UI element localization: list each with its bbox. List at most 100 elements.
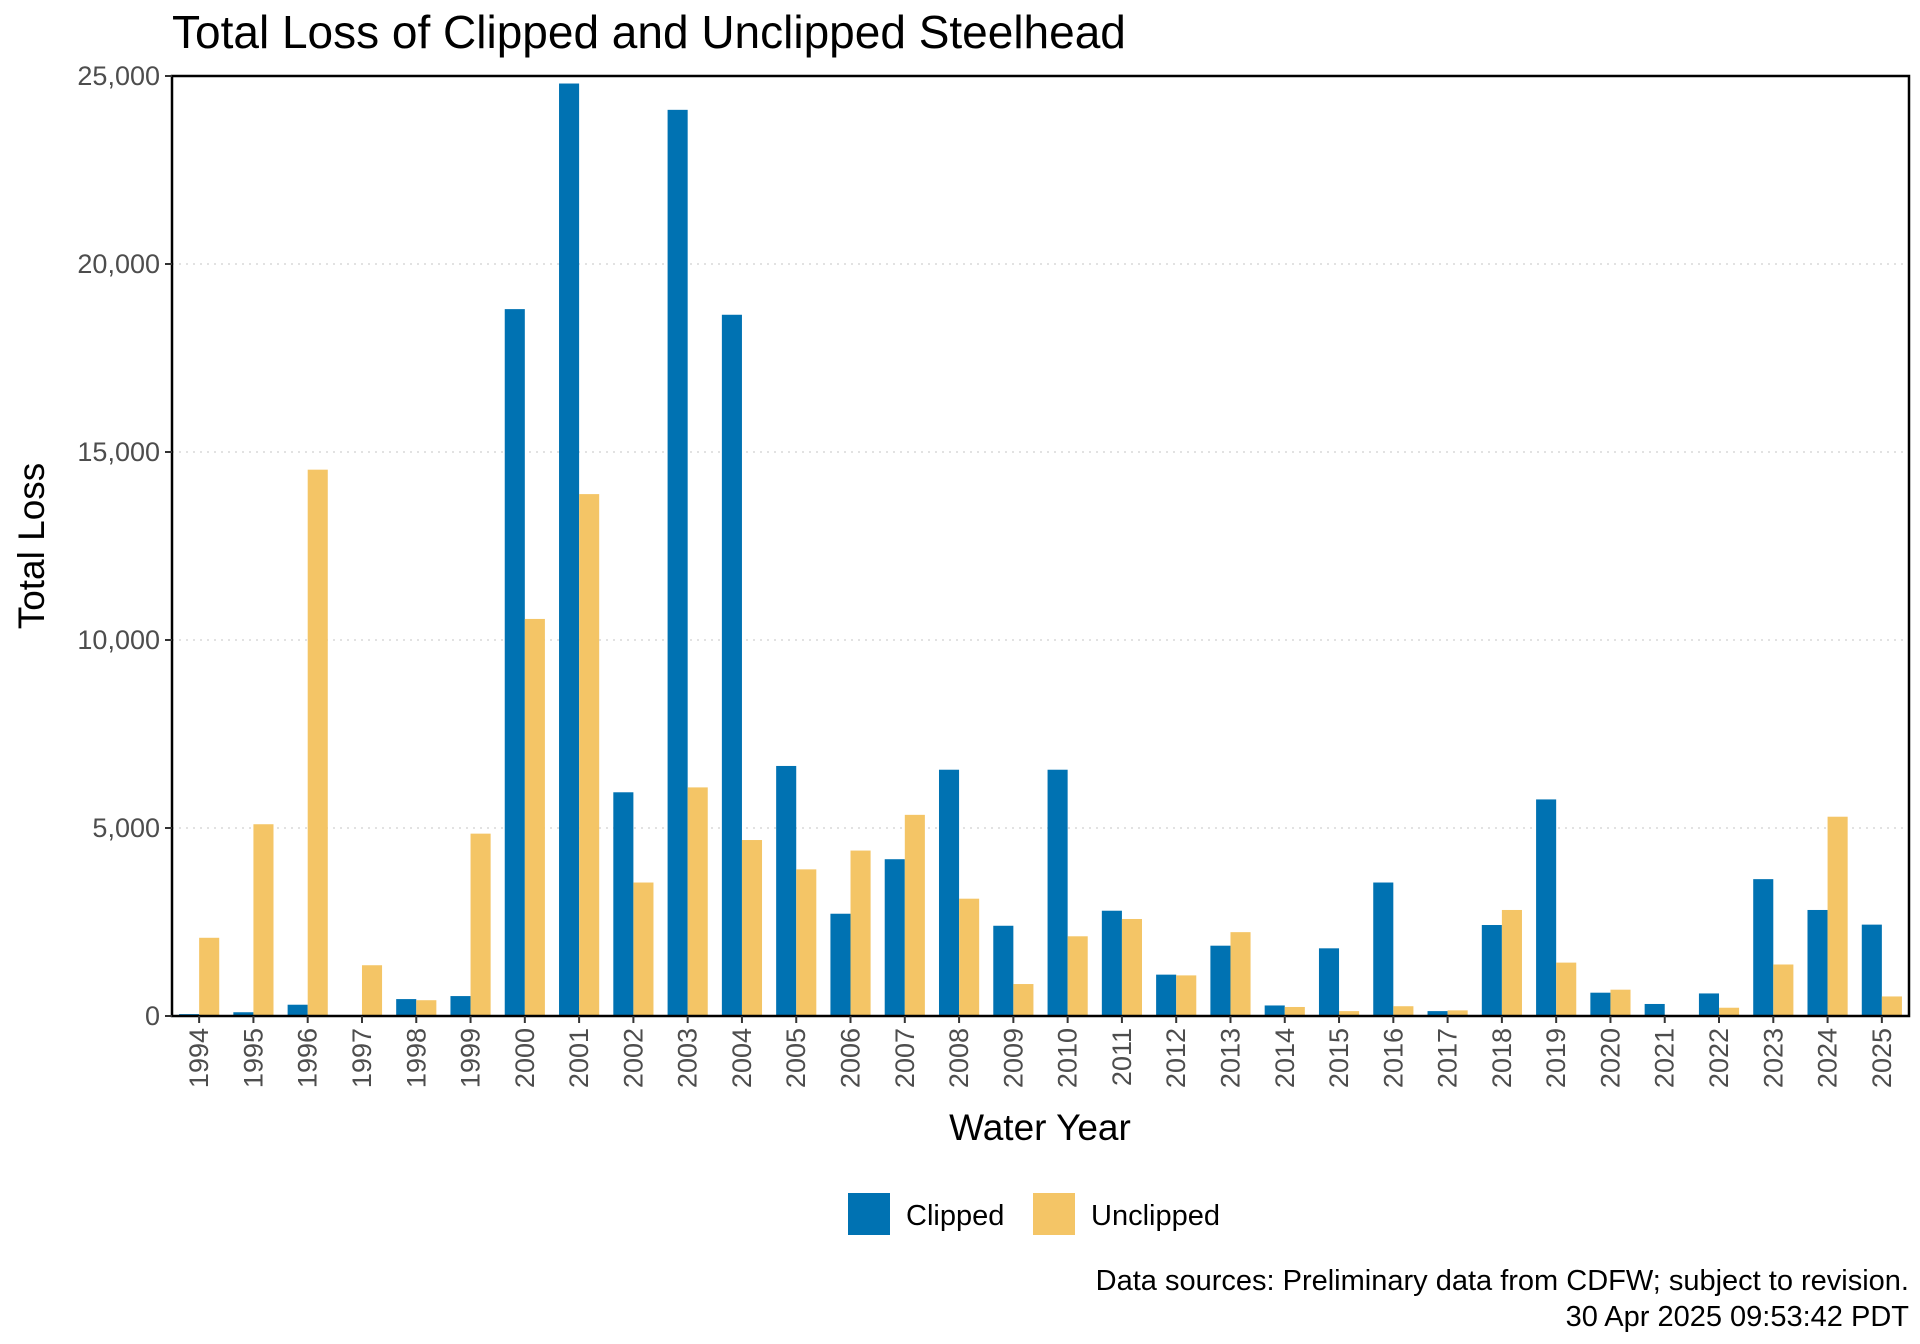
caption-source: Data sources: Preliminary data from CDFW…: [1096, 1265, 1909, 1297]
bar-unclipped-1996: [307, 469, 328, 1016]
legend: Clipped Unclipped: [848, 1193, 1220, 1235]
x-tick-label-2018: 2018: [1487, 1028, 1517, 1088]
x-tick-label-2017: 2017: [1433, 1028, 1463, 1088]
bar-unclipped-2012: [1176, 975, 1197, 1016]
bar-unclipped-2001: [579, 494, 600, 1016]
x-tick-label-1997: 1997: [347, 1028, 377, 1088]
bar-unclipped-2002: [633, 882, 654, 1016]
bar-unclipped-1995: [253, 824, 274, 1016]
bar-clipped-1996: [287, 1004, 308, 1016]
bar-unclipped-2004: [741, 840, 763, 1016]
bar-clipped-2005: [776, 765, 797, 1016]
bar-unclipped-1994: [199, 937, 220, 1016]
y-tick-label-4: 20,000: [77, 249, 160, 279]
x-tick-label-2002: 2002: [618, 1028, 648, 1088]
bar-unclipped-2000: [524, 618, 545, 1016]
x-tick-label-2014: 2014: [1270, 1028, 1300, 1088]
bar-unclipped-2007: [904, 814, 925, 1016]
x-tick-label-2009: 2009: [998, 1028, 1028, 1088]
bar-clipped-2012: [1156, 974, 1177, 1016]
bar-clipped-2025: [1861, 924, 1882, 1016]
bar-unclipped-2023: [1773, 964, 1794, 1016]
plot-frame: [170, 74, 1911, 1018]
x-axis: 1994 1995 1996 1997 1998 1999 2000 2001 2002 2003…: [184, 1016, 1897, 1088]
y-tick-label-1: 5,000: [92, 813, 160, 843]
x-tick-label-2020: 2020: [1595, 1028, 1625, 1088]
legend-label-unclipped: Unclipped: [1091, 1200, 1220, 1232]
bar-unclipped-2016: [1393, 1006, 1414, 1016]
bar-unclipped-2020: [1610, 989, 1631, 1016]
x-tick-label-1999: 1999: [456, 1028, 486, 1088]
bar-clipped-2006: [830, 913, 851, 1016]
x-tick-label-2004: 2004: [727, 1028, 757, 1088]
bar-clipped-2016: [1373, 882, 1394, 1016]
bar-unclipped-2006: [850, 850, 871, 1016]
x-tick-label-2023: 2023: [1758, 1028, 1788, 1088]
bar-clipped-2011: [1101, 910, 1122, 1016]
x-tick-label-2008: 2008: [944, 1028, 974, 1088]
bar-unclipped-2018: [1501, 909, 1522, 1016]
bar-clipped-2009: [993, 925, 1014, 1016]
bar-clipped-1995: [233, 1012, 254, 1016]
bar-clipped-2014: [1264, 1005, 1285, 1016]
bars: [179, 83, 1902, 1017]
x-axis-title: Water Year: [949, 1107, 1131, 1148]
bar-unclipped-2010: [1067, 936, 1088, 1016]
bar-clipped-2021: [1644, 1003, 1665, 1016]
bar-clipped-2007: [884, 859, 905, 1016]
bar-unclipped-2019: [1556, 962, 1577, 1016]
bar-clipped-2001: [559, 83, 580, 1016]
grid-lines: [172, 263, 1909, 829]
bar-clipped-2008: [938, 769, 960, 1016]
bar-unclipped-2003: [687, 787, 708, 1016]
x-tick-label-1996: 1996: [293, 1028, 323, 1088]
chart-title: Total Loss of Clipped and Unclipped Stee…: [172, 6, 1126, 58]
bar-clipped-2002: [613, 792, 634, 1016]
bar-unclipped-2008: [959, 898, 980, 1016]
x-tick-label-2021: 2021: [1650, 1028, 1680, 1088]
legend-swatch-unclipped: [1033, 1193, 1075, 1235]
bar-unclipped-1999: [470, 833, 491, 1016]
bar-unclipped-2024: [1827, 816, 1848, 1016]
x-tick-label-2003: 2003: [673, 1028, 703, 1088]
x-tick-label-2025: 2025: [1867, 1028, 1897, 1088]
legend-swatch-clipped: [848, 1193, 890, 1235]
x-tick-label-2024: 2024: [1813, 1028, 1843, 1088]
bar-unclipped-2022: [1719, 1007, 1740, 1016]
x-tick-label-1994: 1994: [184, 1028, 214, 1088]
x-tick-label-2006: 2006: [836, 1028, 866, 1088]
y-tick-label-5: 25,000: [77, 61, 160, 91]
x-tick-label-2011: 2011: [1107, 1028, 1137, 1086]
y-axis: 0 5,000 10,000 15,000 20,000 25,000: [77, 61, 172, 1031]
bar-clipped-2015: [1318, 948, 1340, 1016]
bar-clipped-2019: [1536, 799, 1557, 1016]
x-tick-label-2005: 2005: [781, 1028, 811, 1088]
bar-clipped-2018: [1481, 925, 1502, 1016]
legend-label-clipped: Clipped: [906, 1200, 1004, 1232]
bar-clipped-1998: [396, 999, 417, 1016]
bar-unclipped-2017: [1447, 1010, 1468, 1016]
x-tick-label-2015: 2015: [1324, 1028, 1354, 1088]
bar-clipped-2023: [1753, 879, 1774, 1016]
bar-clipped-2013: [1210, 945, 1231, 1016]
bar-clipped-2000: [504, 309, 525, 1016]
bar-unclipped-2013: [1230, 932, 1251, 1016]
x-tick-label-1998: 1998: [401, 1028, 431, 1088]
bar-unclipped-2025: [1881, 996, 1902, 1016]
bar-clipped-2010: [1047, 769, 1068, 1016]
bar-unclipped-2015: [1339, 1011, 1360, 1016]
y-tick-label-0: 0: [145, 1001, 160, 1031]
x-tick-label-2019: 2019: [1541, 1028, 1571, 1088]
bar-unclipped-2005: [796, 869, 817, 1016]
x-tick-label-2016: 2016: [1378, 1028, 1408, 1088]
bar-unclipped-2011: [1121, 918, 1142, 1016]
bar-clipped-2004: [721, 314, 742, 1016]
x-tick-label-2000: 2000: [510, 1028, 540, 1088]
x-tick-label-2007: 2007: [890, 1028, 920, 1088]
x-tick-label-2012: 2012: [1161, 1028, 1191, 1088]
x-tick-label-1995: 1995: [238, 1028, 268, 1088]
bar-clipped-2020: [1590, 992, 1611, 1016]
bar-unclipped-2009: [1013, 984, 1034, 1016]
x-tick-label-2022: 2022: [1704, 1028, 1734, 1088]
